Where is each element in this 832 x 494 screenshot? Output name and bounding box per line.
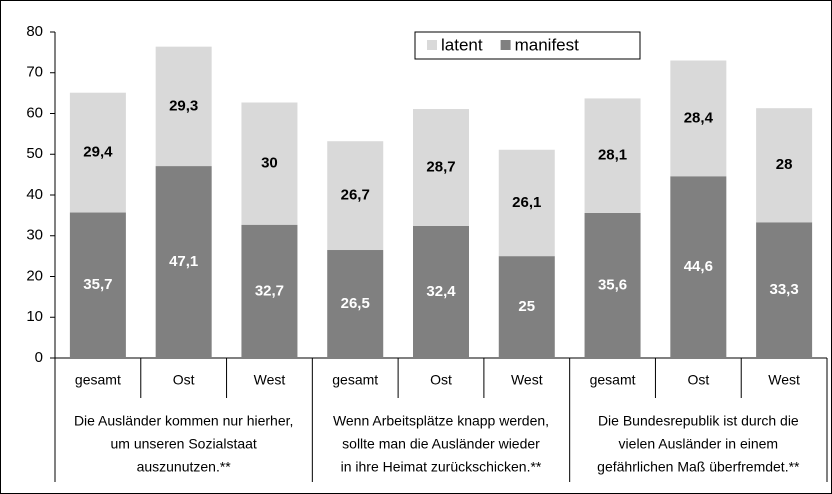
y-tick-label: 20 bbox=[26, 267, 43, 284]
value-label: 47,1 bbox=[169, 253, 198, 270]
x-tick-label: West bbox=[511, 372, 543, 388]
bar-segment bbox=[498, 256, 555, 358]
legend-box bbox=[414, 31, 641, 60]
x-tick-label: gesamt bbox=[590, 372, 636, 388]
y-tick-label: 70 bbox=[26, 64, 43, 81]
legend-swatch bbox=[427, 40, 437, 50]
x-tick-label: gesamt bbox=[75, 372, 121, 388]
bar-segment bbox=[155, 166, 212, 358]
value-label: 29,4 bbox=[83, 144, 113, 161]
bar-segment bbox=[584, 98, 641, 213]
value-label: 25 bbox=[518, 298, 535, 315]
value-label: 26,1 bbox=[512, 194, 541, 211]
value-label: 32,7 bbox=[255, 282, 284, 299]
y-tick-label: 40 bbox=[26, 186, 43, 203]
value-label: 28,7 bbox=[426, 158, 455, 175]
group-label: vielen Ausländer in einem bbox=[619, 436, 779, 452]
group-label: in ihre Heimat zurückschicken.** bbox=[341, 459, 542, 475]
legend-label: latent bbox=[441, 35, 483, 54]
bar-segment bbox=[584, 212, 641, 358]
group-label: um unseren Sozialstaat bbox=[111, 436, 257, 452]
group-label: auszunutzen.** bbox=[137, 459, 232, 475]
group-label: Die Bundesrepublik ist durch die bbox=[598, 413, 799, 429]
value-label: 28,4 bbox=[684, 109, 714, 126]
x-tick-label: gesamt bbox=[332, 372, 378, 388]
legend-swatch bbox=[500, 40, 511, 50]
value-label: 32,4 bbox=[426, 283, 456, 300]
bar-segment bbox=[413, 225, 469, 358]
group-label: gefährlichen Maß überfremdet.** bbox=[597, 459, 800, 475]
value-label: 44,6 bbox=[684, 258, 713, 275]
bar-segment bbox=[670, 176, 727, 358]
y-tick-label: 50 bbox=[26, 145, 43, 162]
value-label: 28 bbox=[776, 156, 793, 173]
group-label: Die Ausländer kommen nur hierher, bbox=[74, 413, 293, 429]
x-tick-label: Ost bbox=[687, 372, 709, 388]
bar-segment bbox=[413, 109, 469, 226]
value-label: 26,7 bbox=[341, 187, 370, 204]
group-label: Wenn Arbeitsplätze knapp werden, bbox=[333, 413, 549, 429]
y-tick-label: 60 bbox=[26, 104, 43, 121]
bar-segment bbox=[155, 46, 212, 167]
y-tick-label: 80 bbox=[26, 23, 43, 40]
bar-segment bbox=[670, 60, 727, 177]
value-label: 28,1 bbox=[598, 147, 627, 164]
bar-segment bbox=[241, 224, 298, 358]
value-label: 29,3 bbox=[169, 97, 198, 114]
bar-segment bbox=[756, 222, 813, 358]
bar-segment bbox=[327, 141, 384, 251]
y-tick-label: 0 bbox=[35, 349, 43, 366]
bar-segment bbox=[498, 149, 555, 257]
value-label: 35,7 bbox=[83, 276, 112, 293]
bar-segment bbox=[69, 92, 126, 213]
x-tick-label: West bbox=[768, 372, 800, 388]
value-label: 33,3 bbox=[770, 281, 799, 298]
x-tick-label: Ost bbox=[430, 372, 452, 388]
x-tick-label: West bbox=[254, 372, 286, 388]
value-label: 26,5 bbox=[341, 295, 370, 312]
bar-segment bbox=[69, 212, 126, 358]
x-tick-label: Ost bbox=[173, 372, 195, 388]
value-label: 30 bbox=[261, 155, 278, 172]
y-tick-label: 10 bbox=[26, 308, 43, 325]
bar-segment bbox=[327, 250, 384, 358]
bar-segment bbox=[241, 102, 298, 225]
y-tick-label: 30 bbox=[26, 227, 43, 244]
bar-segment bbox=[756, 108, 813, 223]
group-label: sollte man die Ausländer wieder bbox=[342, 436, 540, 452]
legend-label: manifest bbox=[515, 35, 580, 54]
value-label: 35,6 bbox=[598, 276, 627, 293]
